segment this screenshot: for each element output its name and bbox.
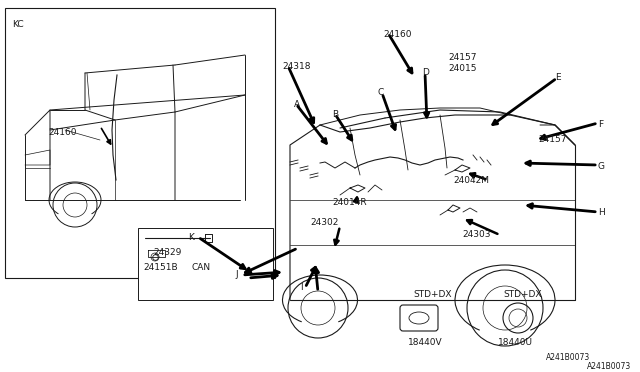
Text: 24303: 24303	[462, 230, 490, 239]
Text: G: G	[598, 162, 605, 171]
Text: C: C	[378, 88, 384, 97]
Text: 24015: 24015	[448, 64, 477, 73]
Text: J: J	[235, 270, 237, 279]
Text: D: D	[422, 68, 429, 77]
Text: K: K	[188, 233, 194, 242]
Text: H: H	[598, 208, 605, 217]
Text: 24329: 24329	[153, 248, 181, 257]
Text: 24042M: 24042M	[453, 176, 489, 185]
Text: 24151B: 24151B	[143, 263, 178, 272]
Text: STD+DX: STD+DX	[503, 290, 541, 299]
Text: 24157: 24157	[538, 135, 566, 144]
Text: A241B0073: A241B0073	[587, 362, 631, 371]
Text: STD+DX: STD+DX	[413, 290, 451, 299]
Text: E: E	[555, 73, 561, 82]
Text: 24160: 24160	[48, 128, 77, 137]
Text: 24302: 24302	[310, 218, 339, 227]
Bar	[138, 228, 273, 300]
Text: 24318: 24318	[282, 62, 310, 71]
Text: F: F	[598, 120, 603, 129]
Text: 24157: 24157	[448, 53, 477, 62]
Text: 18440V: 18440V	[408, 338, 443, 347]
Text: KC: KC	[12, 20, 24, 29]
Text: I: I	[300, 283, 303, 292]
Bar	[5, 8, 275, 278]
Text: 18440U: 18440U	[498, 338, 533, 347]
Text: A: A	[294, 100, 300, 109]
Text: A241B0073: A241B0073	[546, 353, 590, 362]
Text: CAN: CAN	[192, 263, 211, 272]
Text: B: B	[332, 110, 338, 119]
Text: 24014R: 24014R	[332, 198, 367, 207]
Text: 24160: 24160	[383, 30, 412, 39]
FancyBboxPatch shape	[400, 305, 438, 331]
